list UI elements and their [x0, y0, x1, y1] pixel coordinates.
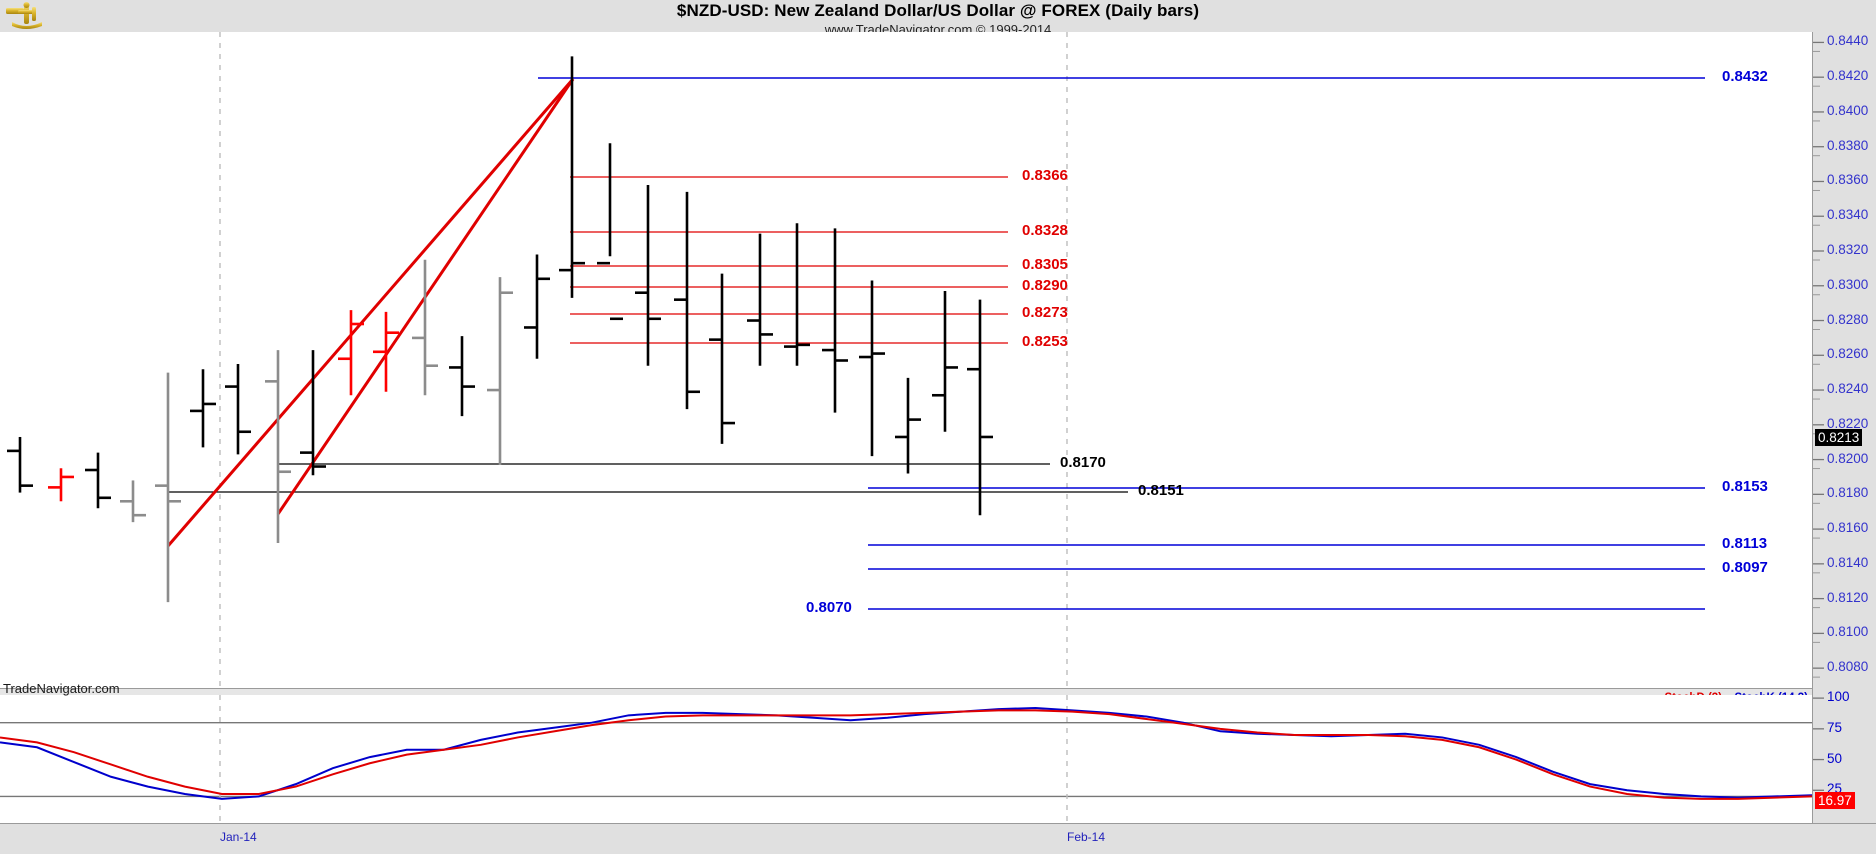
price-level-label-0.8113: 0.8113	[1722, 535, 1768, 552]
price-level-label-0.8153: 0.8153	[1722, 478, 1768, 495]
date-axis[interactable]: Jan-14 Feb-14	[0, 823, 1876, 854]
ohlc-bar	[635, 184, 661, 366]
price-axis-tick: 0.8120	[1827, 589, 1869, 605]
price-chart-pane[interactable]	[0, 32, 1812, 689]
ohlc-bar	[225, 363, 251, 455]
price-axis-tick: 0.8280	[1827, 311, 1869, 327]
price-value-axis[interactable]: 0.8440 0.8420 0.8400 0.8380 0.8360 0.8340 0.83…	[1812, 32, 1876, 823]
stochastic-plot-svg	[0, 695, 1813, 823]
price-level-label-0.8151: 0.8151	[1138, 482, 1184, 499]
stoch-axis-tick-label: 100	[1827, 689, 1850, 705]
price-axis-tick: 0.8240	[1827, 381, 1869, 397]
axis-ticks-svg	[1813, 41, 1824, 791]
price-axis-tick: 0.8140	[1827, 554, 1869, 570]
trendline-0	[166, 78, 575, 547]
price-level-label-0.8290: 0.8290	[1022, 277, 1068, 294]
price-level-label-0.8097: 0.8097	[1722, 559, 1768, 576]
tradenavigator-anchor-logo	[4, 2, 50, 30]
ohlc-bar	[155, 372, 181, 603]
ohlc-bar	[559, 56, 585, 298]
ohlc-bar	[822, 228, 848, 413]
chart-header: $NZD-USD: New Zealand Dollar/US Dollar @…	[0, 0, 1876, 37]
ohlc-bar	[597, 143, 623, 321]
ohlc-bar	[7, 436, 33, 493]
price-axis-tick: 0.8200	[1827, 450, 1869, 466]
price-level-label-0.8305: 0.8305	[1022, 256, 1068, 273]
ohlc-bar	[48, 468, 74, 502]
ohlc-bar	[932, 290, 958, 432]
ohlc-bar	[895, 377, 921, 474]
price-level-label-0.8273: 0.8273	[1022, 304, 1068, 321]
price-axis-tick: 0.8360	[1827, 172, 1869, 188]
ohlc-bar	[412, 259, 438, 396]
price-axis-tick: 0.8260	[1827, 346, 1869, 362]
chart-title: $NZD-USD: New Zealand Dollar/US Dollar @…	[676, 1, 1200, 20]
price-axis-tick: 0.8400	[1827, 102, 1869, 118]
ohlc-bar	[784, 223, 810, 366]
stochastic-pane[interactable]	[0, 695, 1813, 823]
price-level-label-0.8328: 0.8328	[1022, 222, 1068, 239]
price-axis-tick: 0.8320	[1827, 242, 1869, 257]
watermark-text: TradeNavigator.com	[3, 681, 120, 696]
ohlc-bar	[190, 369, 216, 448]
price-level-label-0.8366: 0.8366	[1022, 167, 1068, 184]
date-axis-label: Feb-14	[1067, 830, 1106, 844]
price-axis-tick: 0.8300	[1827, 276, 1869, 292]
price-axis-tick: 0.8420	[1827, 68, 1869, 84]
stoch-axis-tick-label: 50	[1827, 750, 1843, 766]
stoch-current-value-marker: 16.97	[1815, 792, 1855, 810]
price-axis-tick: 0.8180	[1827, 485, 1869, 501]
ohlc-bar	[373, 311, 399, 392]
price-level-label-0.8170: 0.8170	[1060, 454, 1106, 471]
ohlc-bar	[338, 310, 364, 396]
ohlc-bar	[709, 273, 735, 444]
price-level-label-0.8253: 0.8253	[1022, 333, 1068, 350]
ohlc-bar	[487, 277, 513, 465]
price-axis-tick: 0.8440	[1827, 33, 1869, 49]
ohlc-bar	[265, 350, 291, 543]
price-axis-tick: 0.8160	[1827, 520, 1869, 536]
price-axis-tick: 0.8220	[1827, 415, 1869, 431]
date-axis-label: Jan-14	[220, 830, 257, 844]
price-axis-tick: 0.8380	[1827, 137, 1869, 153]
price-axis-tick: 0.8100	[1827, 624, 1869, 640]
stoch-axis-tick-label: 75	[1827, 719, 1843, 735]
price-level-label-0.8070: 0.8070	[806, 599, 852, 616]
ohlc-bar	[120, 480, 146, 523]
ohlc-bar	[449, 336, 475, 417]
current-price-marker: 0.8213	[1815, 428, 1863, 446]
ohlc-bar	[85, 452, 111, 509]
ohlc-bar	[524, 254, 550, 359]
price-plot-svg	[7, 32, 1705, 689]
price-axis-tick: 0.8080	[1827, 659, 1869, 675]
price-level-label-0.8432: 0.8432	[1722, 68, 1768, 85]
stoch-series-line	[0, 709, 1813, 800]
ohlc-bar	[747, 233, 773, 366]
ohlc-bar	[674, 191, 700, 410]
ohlc-bar	[859, 280, 885, 457]
stoch-series-line	[0, 706, 1813, 800]
ohlc-bar	[967, 299, 993, 516]
ohlc-bar	[300, 350, 326, 476]
price-axis-tick: 0.8340	[1827, 207, 1869, 223]
